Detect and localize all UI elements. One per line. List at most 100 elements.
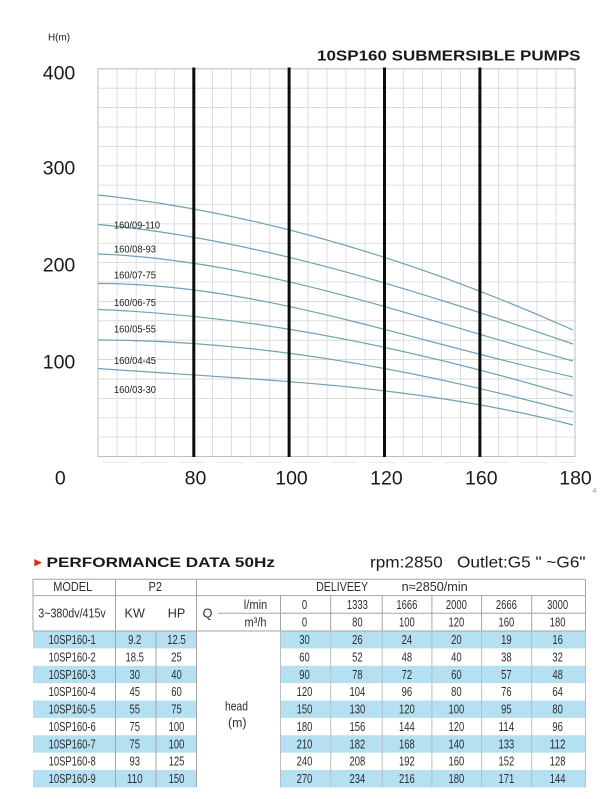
svg-text:80: 80 <box>552 703 563 717</box>
svg-text:57: 57 <box>501 668 512 682</box>
svg-text:160/07-75: 160/07-75 <box>114 271 156 282</box>
svg-text:48: 48 <box>552 668 563 682</box>
svg-text:26: 26 <box>352 633 363 647</box>
svg-text:18.5: 18.5 <box>125 650 143 664</box>
svg-text:52: 52 <box>352 650 363 664</box>
svg-text:1333: 1333 <box>347 598 368 612</box>
svg-text:40: 40 <box>171 668 182 682</box>
svg-text:10SP160-4: 10SP160-4 <box>49 685 96 699</box>
svg-text:400: 400 <box>43 63 76 85</box>
svg-text:150: 150 <box>169 772 185 786</box>
svg-text:H(m): H(m) <box>48 33 70 44</box>
svg-text:120: 120 <box>449 616 465 630</box>
svg-text:93: 93 <box>129 755 140 769</box>
svg-text:112: 112 <box>550 737 566 751</box>
svg-text:216: 216 <box>399 772 415 786</box>
svg-text:180: 180 <box>297 720 313 734</box>
svg-text:160/05-55: 160/05-55 <box>114 324 156 335</box>
svg-text:60: 60 <box>299 650 310 664</box>
svg-text:75: 75 <box>129 737 140 751</box>
svg-text:95: 95 <box>501 703 512 717</box>
svg-text:150: 150 <box>297 703 313 717</box>
svg-text:MODEL: MODEL <box>53 580 92 594</box>
svg-text:10SP160 SUBMERSIBLE PUMPS: 10SP160 SUBMERSIBLE PUMPS <box>317 48 581 65</box>
svg-text:(m): (m) <box>228 716 247 730</box>
svg-text:100: 100 <box>169 737 185 751</box>
svg-text:HP: HP <box>168 607 186 621</box>
svg-text:240: 240 <box>297 755 313 769</box>
svg-text:0: 0 <box>302 616 307 630</box>
svg-text:P2: P2 <box>149 580 163 594</box>
svg-text:104: 104 <box>350 685 366 699</box>
svg-text:2000: 2000 <box>446 598 467 612</box>
svg-text:234: 234 <box>350 772 366 786</box>
svg-text:10SP160-5: 10SP160-5 <box>49 703 96 717</box>
svg-text:9.2: 9.2 <box>128 633 141 647</box>
svg-text:160/09-110: 160/09-110 <box>114 221 160 232</box>
svg-text:n≈2850/min: n≈2850/min <box>402 580 468 594</box>
svg-text:140: 140 <box>449 737 465 751</box>
svg-text:rpm:2850 Outlet:G5 " ~G6": rpm:2850 Outlet:G5 " ~G6" <box>370 555 586 572</box>
svg-text:3~380dv/415v: 3~380dv/415v <box>38 607 106 621</box>
svg-text:300: 300 <box>43 157 76 179</box>
svg-text:m³/h: m³/h <box>245 616 267 630</box>
svg-text:10SP160-7: 10SP160-7 <box>49 737 96 751</box>
svg-text:Q: Q <box>203 607 213 621</box>
svg-text:10SP160-2: 10SP160-2 <box>49 650 96 664</box>
svg-text:10SP160-1: 10SP160-1 <box>49 633 96 647</box>
svg-text:110: 110 <box>127 772 143 786</box>
svg-text:96: 96 <box>552 720 563 734</box>
svg-text:120: 120 <box>297 685 313 699</box>
svg-text:144: 144 <box>399 720 415 734</box>
svg-text:160: 160 <box>465 468 498 490</box>
svg-text:0: 0 <box>302 598 307 612</box>
svg-text:144: 144 <box>550 772 566 786</box>
svg-text:4: 4 <box>593 488 597 495</box>
svg-text:2666: 2666 <box>496 598 517 612</box>
svg-text:60: 60 <box>171 685 182 699</box>
svg-text:182: 182 <box>350 737 366 751</box>
svg-text:180: 180 <box>559 468 592 490</box>
svg-text:120: 120 <box>399 703 415 717</box>
svg-text:100: 100 <box>169 720 185 734</box>
svg-text:1666: 1666 <box>396 598 417 612</box>
svg-text:128: 128 <box>550 755 566 769</box>
svg-text:160/03-30: 160/03-30 <box>114 385 156 396</box>
svg-text:30: 30 <box>299 633 310 647</box>
svg-text:120: 120 <box>370 468 403 490</box>
svg-text:156: 156 <box>350 720 366 734</box>
svg-text:133: 133 <box>499 737 515 751</box>
svg-text:24: 24 <box>402 633 413 647</box>
svg-text:114: 114 <box>499 720 515 734</box>
svg-text:l/min: l/min <box>244 598 268 612</box>
svg-text:55: 55 <box>129 703 140 717</box>
svg-text:45: 45 <box>129 685 140 699</box>
svg-text:80: 80 <box>352 616 363 630</box>
svg-text:64: 64 <box>552 685 563 699</box>
svg-text:100: 100 <box>399 616 415 630</box>
svg-text:10SP160-8: 10SP160-8 <box>49 755 96 769</box>
svg-text:78: 78 <box>352 668 363 682</box>
svg-text:171: 171 <box>499 772 515 786</box>
svg-text:20: 20 <box>451 633 462 647</box>
svg-text:10SP160-6: 10SP160-6 <box>49 720 96 734</box>
svg-text:96: 96 <box>402 685 413 699</box>
svg-text:head: head <box>225 699 248 713</box>
svg-text:48: 48 <box>402 650 413 664</box>
svg-text:DELIVEEY: DELIVEEY <box>316 580 368 594</box>
svg-text:30: 30 <box>129 668 140 682</box>
svg-text:152: 152 <box>499 755 515 769</box>
svg-text:270: 270 <box>297 772 313 786</box>
svg-text:38: 38 <box>501 650 512 664</box>
svg-text:25: 25 <box>171 650 182 664</box>
svg-text:40: 40 <box>451 650 462 664</box>
svg-text:208: 208 <box>350 755 366 769</box>
svg-text:76: 76 <box>501 685 512 699</box>
svg-text:160/08-93: 160/08-93 <box>114 245 156 256</box>
svg-text:200: 200 <box>43 254 76 276</box>
svg-text:130: 130 <box>350 703 366 717</box>
svg-text:10SP160-3: 10SP160-3 <box>49 668 96 682</box>
svg-text:KW: KW <box>125 607 145 621</box>
svg-text:120: 120 <box>449 720 465 734</box>
svg-text:90: 90 <box>299 668 310 682</box>
